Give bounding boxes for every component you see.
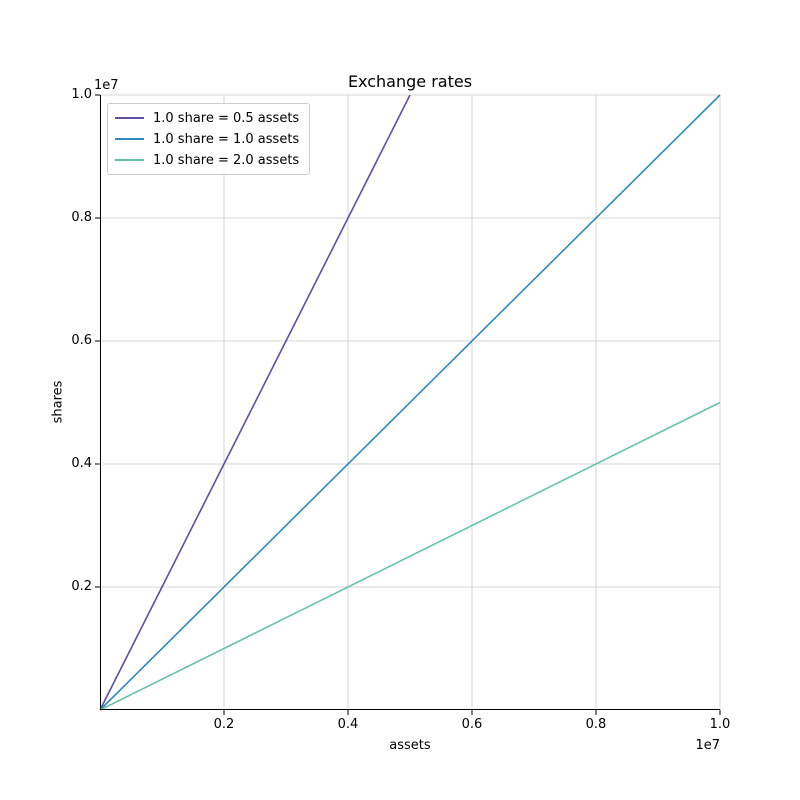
series-line-1	[99, 94, 721, 711]
x-tick-label: 0.6	[461, 717, 483, 732]
legend-line-sample	[115, 117, 144, 119]
y-axis-offset-label: 1e7	[94, 78, 119, 93]
x-tick-label: 0.2	[213, 717, 235, 732]
chart-title: Exchange rates	[347, 72, 473, 91]
y-tick-label: 0.8	[71, 210, 92, 225]
y-tick-label: 0.2	[71, 579, 92, 594]
y-tick-label: 0.4	[71, 456, 92, 471]
x-tick-label: 0.4	[337, 717, 359, 732]
legend-item: 1.0 share = 2.0 assets	[115, 152, 299, 168]
legend-line-sample	[115, 138, 144, 140]
y-axis-label: shares	[50, 380, 66, 424]
legend-line-sample	[115, 159, 144, 161]
series-line-2	[99, 401, 721, 711]
y-tick-label: 1.0	[71, 87, 92, 102]
x-tick-label: 0.8	[585, 717, 607, 732]
x-axis-offset-label: 1e7	[695, 738, 720, 753]
legend-label: 1.0 share = 2.0 assets	[153, 152, 300, 168]
x-tick-label: 1.0	[709, 717, 731, 732]
legend-item: 1.0 share = 0.5 assets	[115, 110, 299, 126]
legend-label: 1.0 share = 0.5 assets	[153, 110, 300, 126]
legend-label: 1.0 share = 1.0 assets	[153, 131, 300, 147]
series-line-0	[99, 94, 411, 711]
legend-item: 1.0 share = 1.0 assets	[115, 131, 299, 147]
legend: 1.0 share = 0.5 assets 1.0 share = 1.0 as…	[107, 103, 311, 175]
plot-canvas	[95, 94, 721, 715]
plot-area: 1.0 share = 0.5 assets 1.0 share = 1.0 as…	[95, 94, 721, 715]
x-axis-label: assets	[389, 738, 431, 753]
y-tick-label: 0.6	[71, 333, 92, 348]
